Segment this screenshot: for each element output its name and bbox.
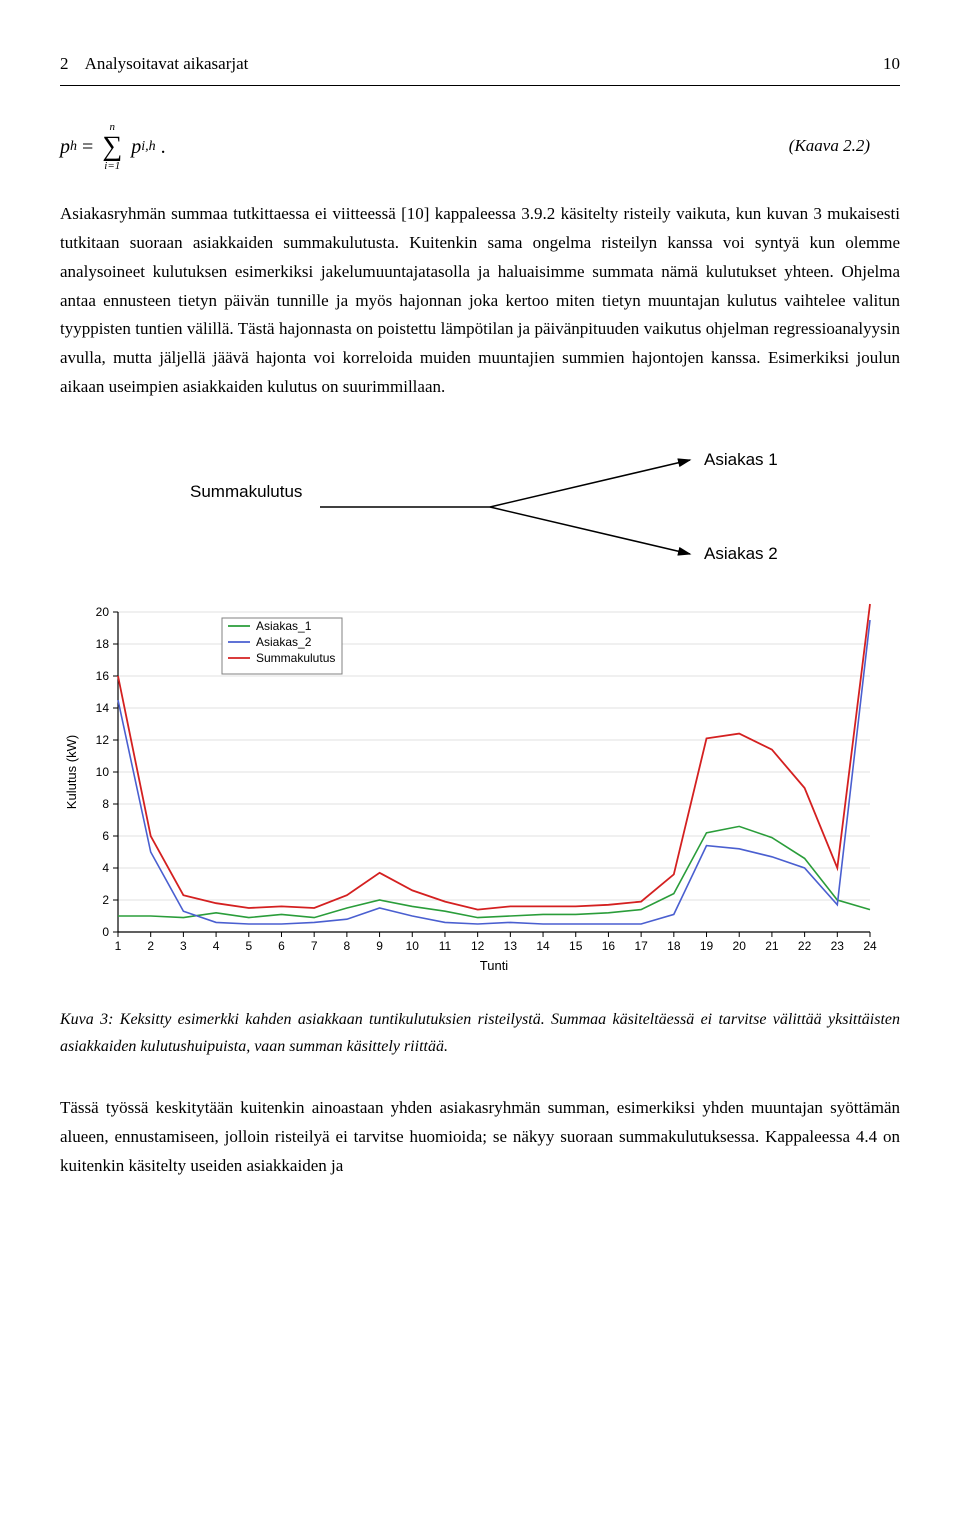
svg-text:6: 6 xyxy=(278,939,285,953)
svg-text:3: 3 xyxy=(180,939,187,953)
rhs-var: p xyxy=(131,130,141,164)
svg-text:4: 4 xyxy=(213,939,220,953)
svg-text:8: 8 xyxy=(102,797,109,811)
paragraph-1: Asiakasryhmän summaa tutkittaessa ei vii… xyxy=(60,200,900,402)
sigma-sum: n ∑ i=1 xyxy=(102,122,122,172)
svg-text:2: 2 xyxy=(147,939,154,953)
svg-text:21: 21 xyxy=(765,939,779,953)
svg-text:2: 2 xyxy=(102,893,109,907)
svg-text:Asiakas 1: Asiakas 1 xyxy=(704,450,778,469)
svg-text:Asiakas 2: Asiakas 2 xyxy=(704,544,778,563)
svg-text:11: 11 xyxy=(439,939,452,953)
formula-row: ph = n ∑ i=1 pi,h . (Kaava 2.2) xyxy=(60,122,900,172)
svg-text:13: 13 xyxy=(504,939,518,953)
svg-text:23: 23 xyxy=(831,939,845,953)
svg-text:7: 7 xyxy=(311,939,318,953)
svg-text:4: 4 xyxy=(102,861,109,875)
svg-text:12: 12 xyxy=(471,939,485,953)
svg-text:Tunti: Tunti xyxy=(480,958,509,973)
svg-text:14: 14 xyxy=(96,701,110,715)
section-number-value: 2 xyxy=(60,54,69,73)
arrow-diagram: Summakulutus Asiakas 1 Asiakas 2 xyxy=(150,432,810,582)
svg-text:1: 1 xyxy=(115,939,122,953)
header-rule xyxy=(60,85,900,86)
equals: = xyxy=(82,130,93,164)
formula-label: (Kaava 2.2) xyxy=(789,132,870,161)
section-number: 2 Analysoitavat aikasarjat xyxy=(60,50,248,79)
paragraph-2: Tässä työssä keskitytään kuitenkin ainoa… xyxy=(60,1094,900,1181)
running-header: 2 Analysoitavat aikasarjat 10 xyxy=(60,50,900,79)
svg-text:8: 8 xyxy=(344,939,351,953)
rhs-sub: i,h xyxy=(141,135,155,159)
formula-dot: . xyxy=(161,130,166,164)
svg-text:16: 16 xyxy=(96,669,110,683)
svg-text:19: 19 xyxy=(700,939,714,953)
figure-caption: Kuva 3: Keksitty esimerkki kahden asiakk… xyxy=(60,1006,900,1060)
svg-text:20: 20 xyxy=(96,605,110,619)
svg-text:9: 9 xyxy=(376,939,383,953)
lhs-sub: h xyxy=(70,135,77,159)
svg-text:Kulutus (kW): Kulutus (kW) xyxy=(64,735,79,809)
svg-text:17: 17 xyxy=(634,939,648,953)
svg-text:10: 10 xyxy=(96,765,110,779)
section-title: Analysoitavat aikasarjat xyxy=(85,54,249,73)
svg-text:12: 12 xyxy=(96,733,110,747)
svg-text:14: 14 xyxy=(536,939,550,953)
formula: ph = n ∑ i=1 pi,h . xyxy=(60,122,166,172)
svg-text:18: 18 xyxy=(667,939,681,953)
svg-text:Asiakas_2: Asiakas_2 xyxy=(256,635,312,649)
svg-text:5: 5 xyxy=(245,939,252,953)
svg-text:16: 16 xyxy=(602,939,616,953)
sigma-icon: ∑ xyxy=(102,133,122,161)
svg-text:Summakulutus: Summakulutus xyxy=(256,651,335,665)
svg-text:6: 6 xyxy=(102,829,109,843)
chart-container: 0246810121416182012345678910111213141516… xyxy=(60,598,900,988)
svg-text:22: 22 xyxy=(798,939,812,953)
svg-text:10: 10 xyxy=(406,939,420,953)
svg-text:20: 20 xyxy=(733,939,747,953)
svg-text:18: 18 xyxy=(96,637,110,651)
svg-text:0: 0 xyxy=(102,925,109,939)
line-chart: 0246810121416182012345678910111213141516… xyxy=(60,598,890,978)
svg-text:15: 15 xyxy=(569,939,583,953)
svg-text:Asiakas_1: Asiakas_1 xyxy=(256,619,312,633)
lhs-var: p xyxy=(60,130,70,164)
sum-lower: i=1 xyxy=(104,161,120,172)
page-number: 10 xyxy=(883,50,900,79)
svg-text:Summakulutus: Summakulutus xyxy=(190,482,302,501)
svg-text:24: 24 xyxy=(863,939,877,953)
